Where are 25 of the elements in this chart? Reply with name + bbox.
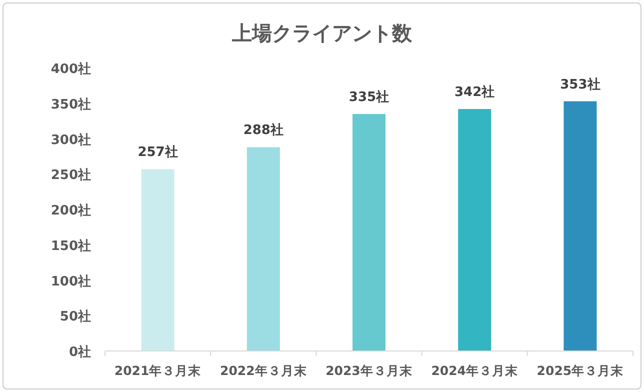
y-tick-label: 250社 — [50, 167, 91, 184]
y-tick-label: 150社 — [50, 238, 91, 254]
y-tick-label: 300社 — [50, 132, 91, 148]
x-tick-label: 2024年３月末 — [431, 363, 519, 378]
y-tick-label: 350社 — [50, 96, 91, 112]
bar — [352, 114, 386, 351]
data-label: 257社 — [138, 144, 178, 160]
y-tick-label: 50社 — [60, 308, 91, 325]
bar — [564, 101, 597, 351]
y-tick-label: 100社 — [50, 273, 91, 290]
bar — [458, 109, 492, 351]
data-label: 353社 — [560, 76, 600, 92]
x-tick-label: 2025年３月末 — [536, 363, 625, 378]
x-tick-label: 2021年３月末 — [114, 363, 202, 378]
chart-title: 上場クライアント数 — [231, 21, 413, 45]
data-label: 335社 — [348, 88, 390, 105]
bar — [141, 169, 174, 351]
x-tick-label: 2022年３月末 — [220, 363, 308, 378]
data-label: 288社 — [243, 122, 284, 138]
y-tick-label: 0社 — [68, 344, 91, 360]
data-label: 342社 — [454, 84, 495, 100]
x-tick-label: 2023年３月末 — [326, 363, 414, 378]
bar — [246, 147, 280, 351]
y-tick-label: 200社 — [50, 202, 91, 218]
y-tick-label: 400社 — [50, 61, 91, 77]
